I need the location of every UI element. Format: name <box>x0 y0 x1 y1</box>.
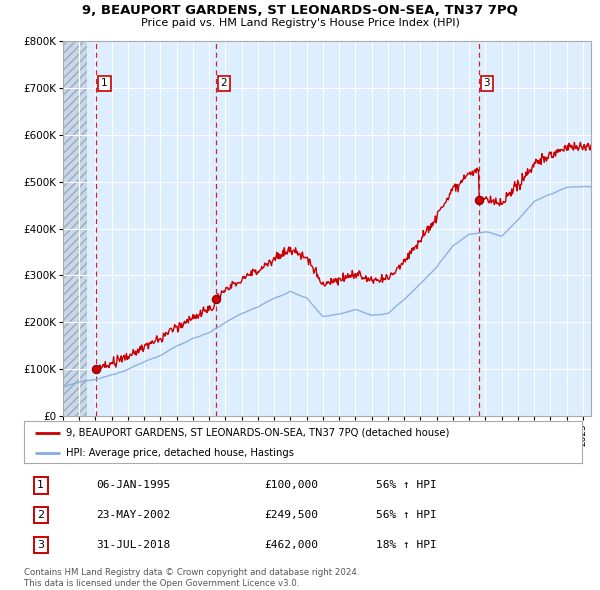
Text: 3: 3 <box>484 78 490 88</box>
Text: 2: 2 <box>37 510 44 520</box>
Text: HPI: Average price, detached house, Hastings: HPI: Average price, detached house, Hast… <box>66 448 294 457</box>
Text: 3: 3 <box>37 540 44 550</box>
Text: £462,000: £462,000 <box>264 540 318 550</box>
Text: 1: 1 <box>101 78 107 88</box>
Bar <box>63 41 88 416</box>
Text: 31-JUL-2018: 31-JUL-2018 <box>97 540 171 550</box>
Text: 06-JAN-1995: 06-JAN-1995 <box>97 480 171 490</box>
Text: 9, BEAUPORT GARDENS, ST LEONARDS-ON-SEA, TN37 7PQ: 9, BEAUPORT GARDENS, ST LEONARDS-ON-SEA,… <box>82 4 518 17</box>
Text: 2: 2 <box>220 78 227 88</box>
Text: Contains HM Land Registry data © Crown copyright and database right 2024.
This d: Contains HM Land Registry data © Crown c… <box>24 568 359 588</box>
Text: 56% ↑ HPI: 56% ↑ HPI <box>376 510 436 520</box>
Text: 56% ↑ HPI: 56% ↑ HPI <box>376 480 436 490</box>
Text: £100,000: £100,000 <box>264 480 318 490</box>
Text: 9, BEAUPORT GARDENS, ST LEONARDS-ON-SEA, TN37 7PQ (detached house): 9, BEAUPORT GARDENS, ST LEONARDS-ON-SEA,… <box>66 428 449 438</box>
Text: £249,500: £249,500 <box>264 510 318 520</box>
Text: 1: 1 <box>37 480 44 490</box>
Text: 18% ↑ HPI: 18% ↑ HPI <box>376 540 436 550</box>
Text: 23-MAY-2002: 23-MAY-2002 <box>97 510 171 520</box>
Text: Price paid vs. HM Land Registry's House Price Index (HPI): Price paid vs. HM Land Registry's House … <box>140 18 460 28</box>
